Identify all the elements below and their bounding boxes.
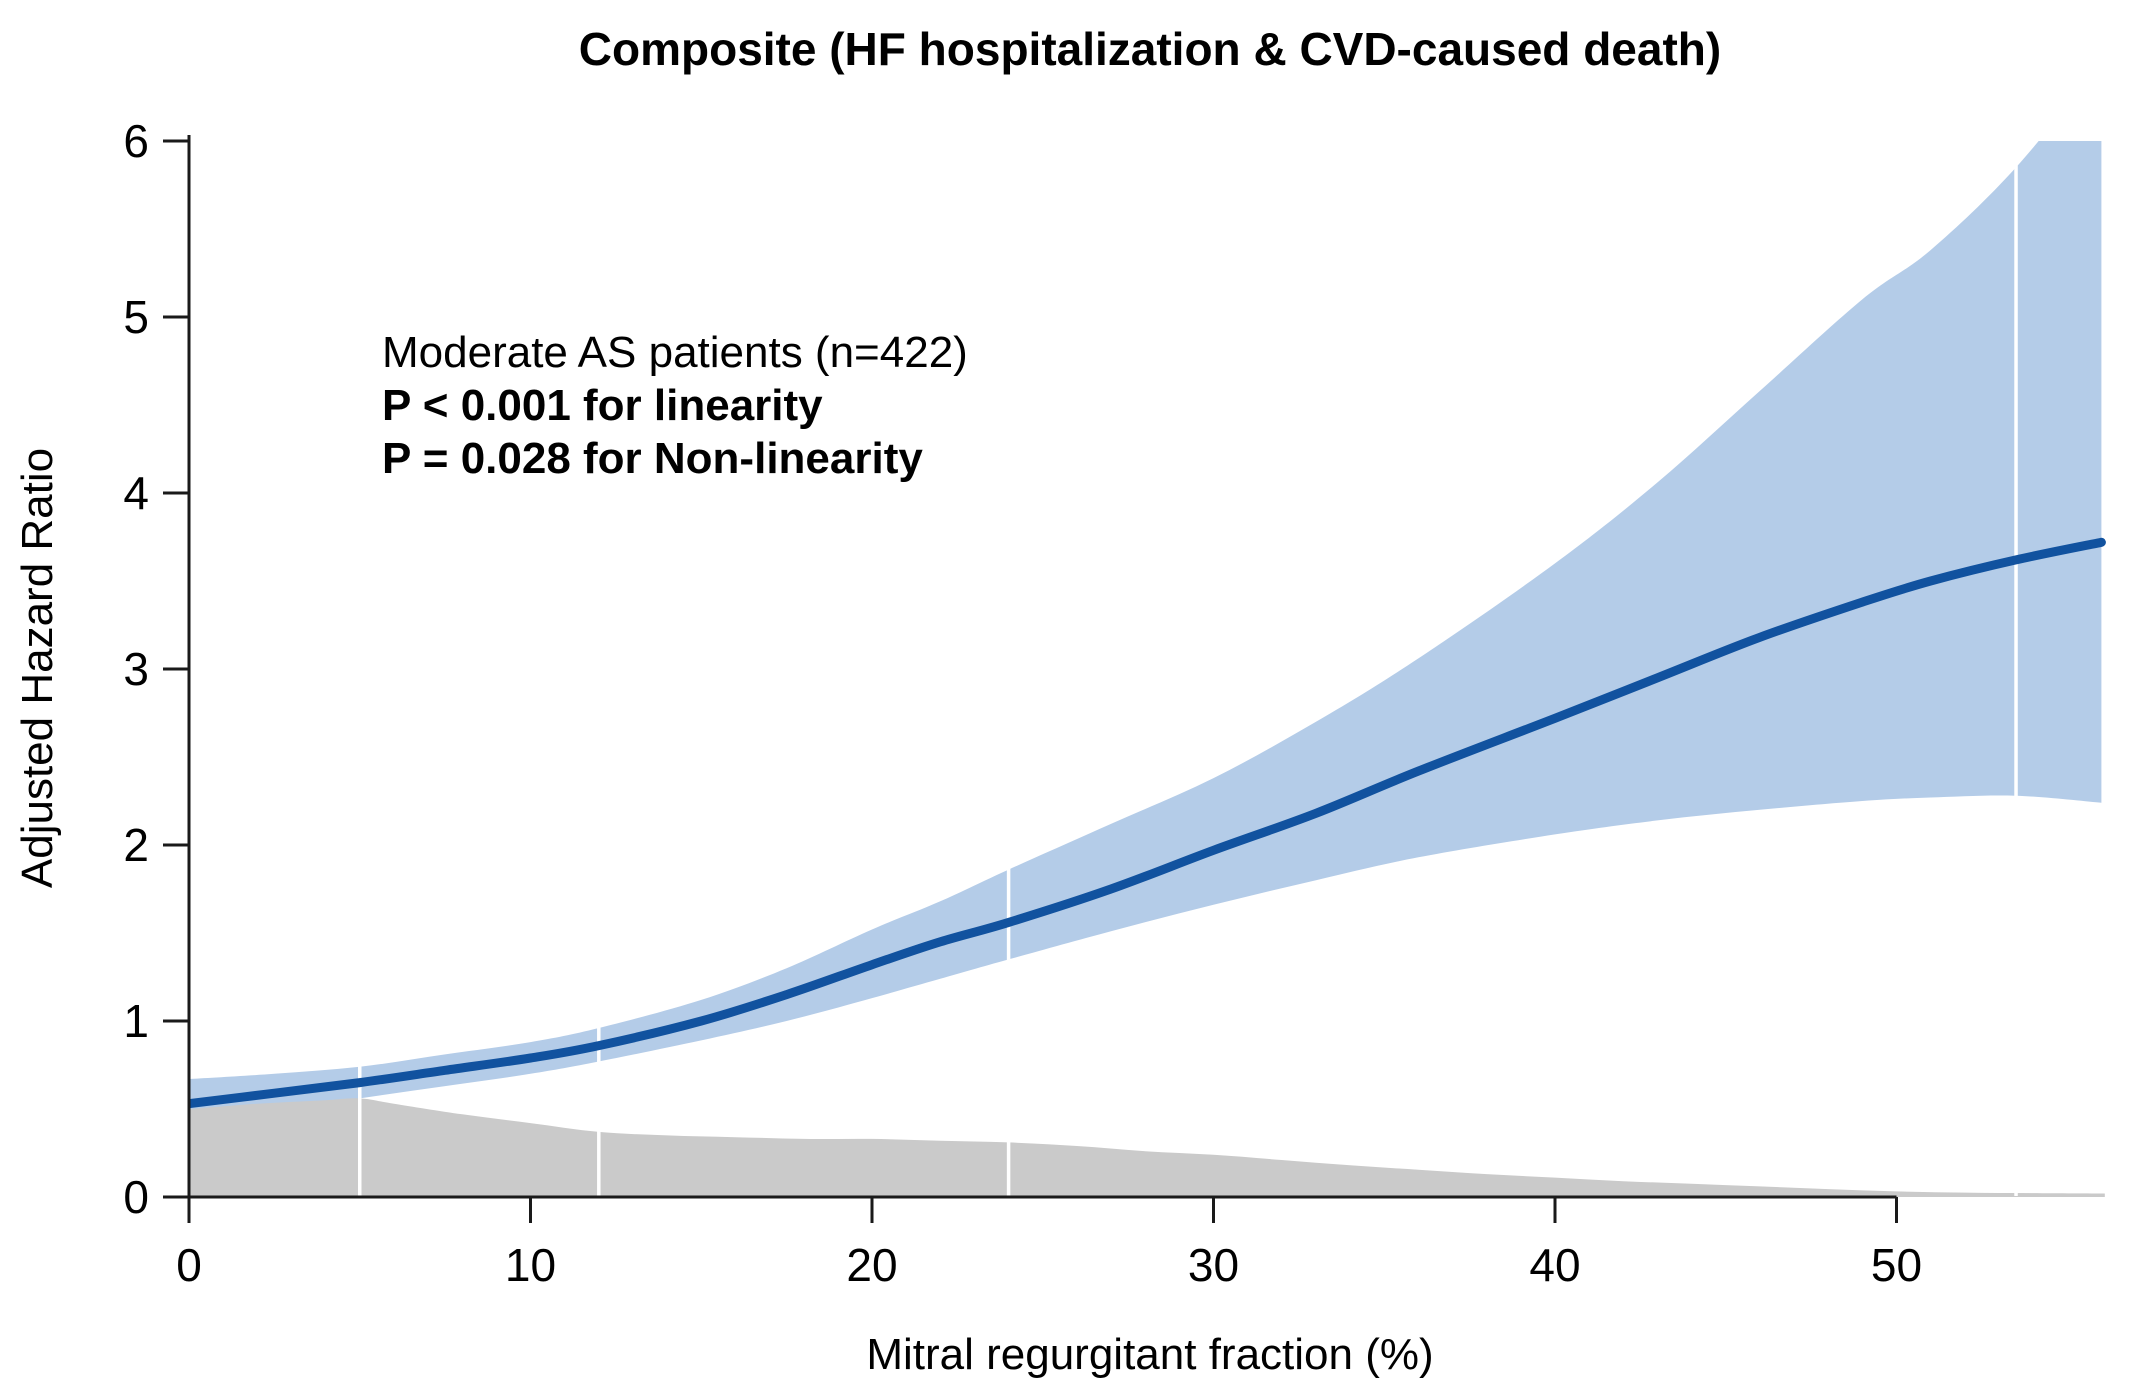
y-tick-label: 5 xyxy=(123,291,149,343)
x-tick-label: 50 xyxy=(1871,1239,1922,1291)
y-tick-label: 2 xyxy=(123,819,149,871)
y-tick-label: 4 xyxy=(123,467,149,519)
y-tick-label: 1 xyxy=(123,995,149,1047)
y-axis-label: Adjusted Hazard Ratio xyxy=(13,447,62,889)
x-tick-label: 40 xyxy=(1529,1239,1580,1291)
x-axis-label: Mitral regurgitant fraction (%) xyxy=(866,1330,1434,1379)
annotation-block: Moderate AS patients (n=422) P < 0.001 f… xyxy=(382,326,968,485)
annotation-p-nonlinearity: P = 0.028 for Non-linearity xyxy=(382,434,923,483)
y-tick-label: 3 xyxy=(123,643,149,695)
confidence-band xyxy=(189,141,2102,1124)
x-tick-label: 0 xyxy=(176,1239,202,1291)
annotation-cohort: Moderate AS patients (n=422) xyxy=(382,328,968,377)
hazard-curve xyxy=(189,537,2106,1109)
density-area xyxy=(189,1098,2105,1197)
chart-title: Composite (HF hospitalization & CVD-caus… xyxy=(578,23,1722,75)
y-tick-label: 0 xyxy=(123,1171,149,1223)
x-tick-label: 10 xyxy=(505,1239,556,1291)
annotation-p-linearity: P < 0.001 for linearity xyxy=(382,381,823,430)
x-tick-label: 30 xyxy=(1188,1239,1239,1291)
x-tick-label: 20 xyxy=(846,1239,897,1291)
y-tick-label: 6 xyxy=(123,115,149,167)
